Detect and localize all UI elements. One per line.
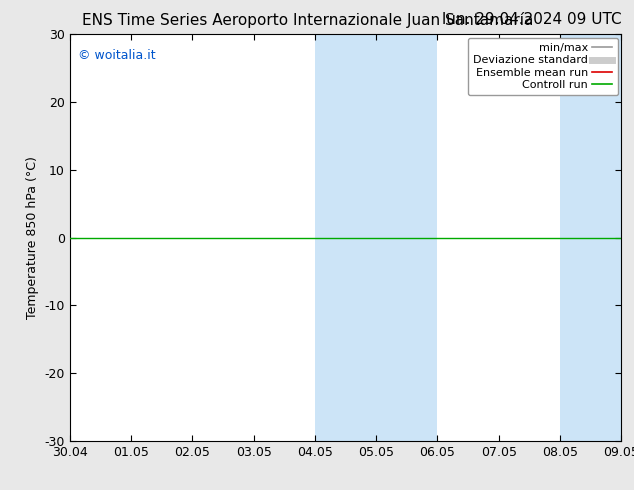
Text: © woitalia.it: © woitalia.it [78, 49, 155, 62]
Text: lun. 29.04.2024 09 UTC: lun. 29.04.2024 09 UTC [442, 12, 621, 27]
Text: ENS Time Series Aeroporto Internazionale Juan Santamaría: ENS Time Series Aeroporto Internazionale… [82, 12, 534, 28]
Bar [560, 34, 621, 441]
Y-axis label: Temperature 850 hPa (°C): Temperature 850 hPa (°C) [26, 156, 39, 319]
Bar [376, 34, 437, 441]
Legend: min/max, Deviazione standard, Ensemble mean run, Controll run: min/max, Deviazione standard, Ensemble m… [467, 38, 618, 96]
Bar [315, 34, 376, 441]
